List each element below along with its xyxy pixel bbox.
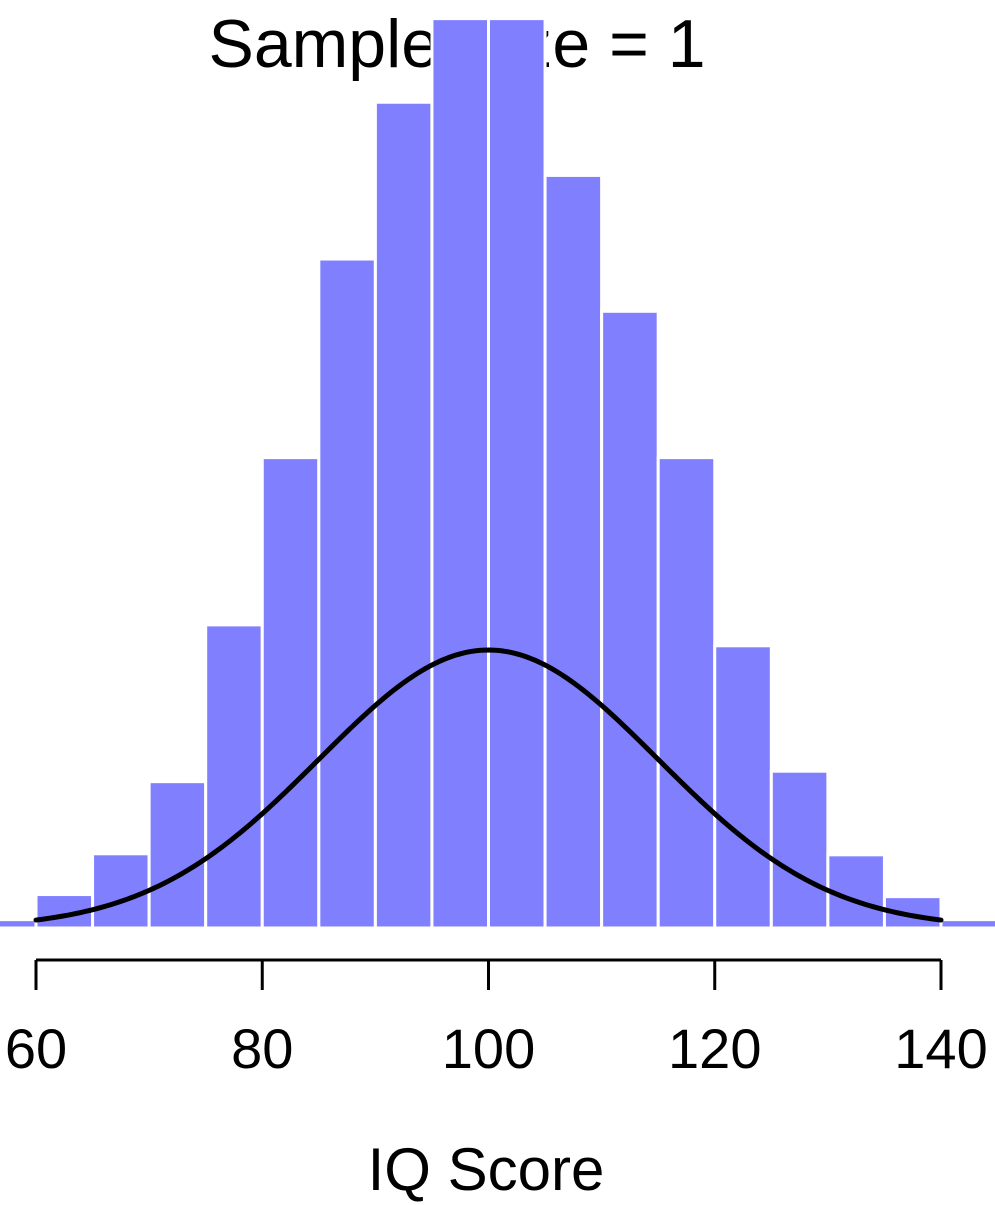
x-tick-label: 80 bbox=[231, 1017, 293, 1080]
histogram-bar bbox=[826, 853, 886, 930]
histogram-bar bbox=[656, 456, 717, 930]
histogram-bar bbox=[600, 309, 660, 930]
x-tick-label: 60 bbox=[5, 1017, 67, 1080]
histogram-bar bbox=[91, 852, 151, 930]
x-tick-label: 140 bbox=[894, 1017, 987, 1080]
histogram-bar bbox=[430, 17, 490, 930]
x-tick-label: 120 bbox=[668, 1017, 761, 1080]
x-axis: 60 80 100 120 140 bbox=[5, 958, 988, 1080]
histogram-bar bbox=[487, 17, 547, 930]
x-axis-label: IQ Score bbox=[368, 1136, 605, 1203]
histogram-bar bbox=[204, 623, 264, 930]
histogram-bar bbox=[543, 173, 604, 930]
histogram-bar bbox=[713, 644, 773, 930]
histogram-bar bbox=[769, 769, 830, 930]
histogram-bar bbox=[317, 257, 377, 930]
normal-density-curve bbox=[33, 647, 944, 923]
histogram-bar bbox=[939, 918, 995, 930]
histogram-bar bbox=[260, 456, 321, 930]
histogram-bar bbox=[373, 100, 434, 930]
histogram-bars bbox=[0, 17, 995, 930]
histogram-bar bbox=[147, 780, 208, 930]
histogram-bar bbox=[0, 918, 38, 930]
x-tick-label: 100 bbox=[442, 1017, 535, 1080]
